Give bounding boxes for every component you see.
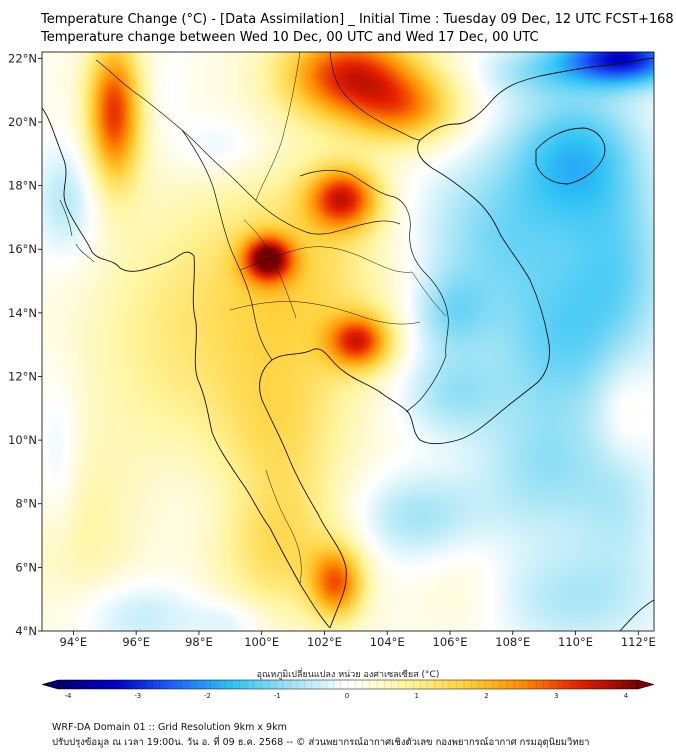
colorbar-tick-label: 1 (415, 692, 419, 700)
colorbar-tick-label: -3 (134, 692, 141, 700)
colorbar-title: อุณหภูมิเปลี่ยนแปลง หน่วย องศาเซลเซียส (… (257, 667, 440, 680)
footer-model-info: WRF-DA Domain 01 :: Grid Resolution 9km … (52, 722, 287, 733)
colorbar (41, 679, 655, 690)
footer-credit: ปรับปรุงข้อมูล ณ เวลา 19:00น. วัน อ. ที่… (52, 737, 590, 748)
colorbar-tick-label: 4 (624, 692, 629, 700)
latitude-axis: 22°N 20°N 18°N 16°N 14°N 12°N 10°N 8°N 6°N 4°N (8, 51, 42, 638)
colorbar-tick-label: 0 (345, 692, 349, 700)
lon-tick-label: 102°E (307, 635, 342, 649)
lon-tick-label: 112°E (621, 635, 656, 649)
lon-tick-label: 108°E (495, 635, 530, 649)
lat-tick-label: 22°N (8, 51, 37, 65)
lat-tick-label: 14°N (8, 306, 37, 320)
colorbar-ticks: -4 -3 -2 -1 0 1 2 3 4 (65, 692, 629, 700)
lon-tick-label: 94°E (60, 635, 88, 649)
colorbar-min-arrow (41, 679, 59, 690)
coastlines-and-borders (42, 52, 654, 631)
lat-tick-label: 20°N (8, 115, 37, 129)
lon-tick-label: 106°E (433, 635, 468, 649)
map-frame (41, 51, 655, 632)
lat-tick-label: 4°N (15, 624, 37, 638)
lat-tick-label: 18°N (8, 179, 37, 193)
colorbar-tick-label: 3 (554, 692, 558, 700)
lat-tick-label: 6°N (15, 560, 37, 574)
lat-tick-label: 8°N (15, 497, 37, 511)
lat-tick-label: 12°N (8, 369, 37, 383)
colorbar-tick-label: -1 (274, 692, 281, 700)
longitude-axis: 94°E 96°E 98°E 100°E 102°E 104°E 106°E 108°E 110… (60, 631, 656, 649)
lon-tick-label: 100°E (244, 635, 279, 649)
lat-tick-label: 10°N (8, 433, 37, 447)
lon-tick-label: 110°E (558, 635, 593, 649)
lat-tick-label: 16°N (8, 242, 37, 256)
map-subtitle: Temperature change between Wed 10 Dec, 0… (41, 30, 539, 45)
colorbar-tick-label: -2 (204, 692, 211, 700)
colorbar-max-arrow (637, 679, 655, 690)
map-title: Temperature Change (°C) - [Data Assimila… (41, 12, 674, 27)
colorbar-tick-label: -4 (65, 692, 73, 700)
lon-tick-label: 96°E (122, 635, 150, 649)
lon-tick-label: 104°E (370, 635, 405, 649)
colorbar-tick-label: 2 (484, 692, 488, 700)
temperature-field-raster (42, 52, 654, 631)
lon-tick-label: 98°E (185, 635, 213, 649)
